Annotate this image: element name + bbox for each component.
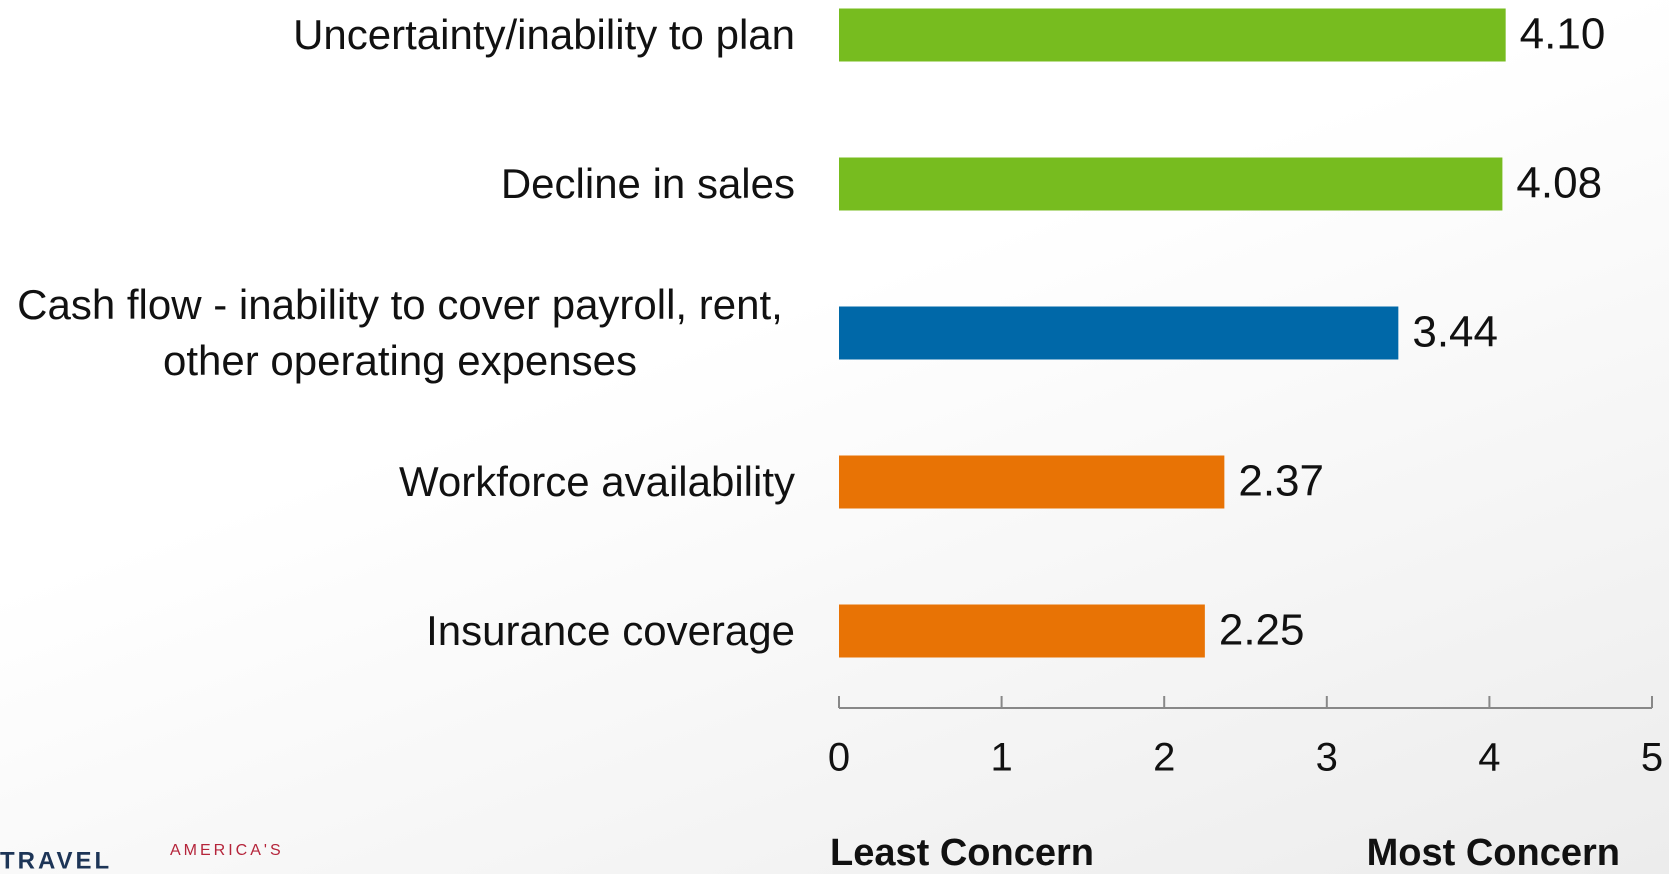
value-label: 4.08 — [1516, 159, 1602, 208]
value-label: 2.37 — [1238, 457, 1324, 506]
x-tick-label: 3 — [1316, 736, 1338, 780]
x-tick-label: 1 — [990, 736, 1012, 780]
value-label: 3.44 — [1412, 308, 1498, 357]
category-label: Insurance coverage — [426, 607, 795, 654]
category-label: Cash flow - inability to cover payroll, … — [17, 281, 783, 384]
bar — [839, 8, 1506, 62]
bar — [839, 455, 1225, 509]
category-label-box: Uncertainty/inability to plan — [0, 7, 795, 63]
x-tick-label: 0 — [828, 736, 850, 780]
category-label-box: Workforce availability — [0, 454, 795, 510]
category-label-box: Insurance coverage — [0, 603, 795, 659]
category-label: Workforce availability — [398, 458, 795, 505]
bar — [839, 604, 1205, 658]
axis-min-label: Least Concern — [830, 832, 1094, 874]
category-label: Uncertainty/inability to plan — [293, 11, 795, 58]
x-tick-label: 2 — [1153, 736, 1175, 780]
x-tick-label: 5 — [1641, 736, 1663, 780]
category-label-box: Decline in sales — [0, 156, 795, 212]
bar — [839, 306, 1399, 360]
x-tick-label: 4 — [1478, 736, 1500, 780]
logo-text: TRAVEL — [0, 847, 112, 874]
value-label: 2.25 — [1219, 606, 1305, 655]
axis-max-label: Most Concern — [1367, 832, 1620, 874]
bar — [839, 157, 1503, 211]
category-label: Decline in sales — [500, 160, 795, 207]
value-label: 4.10 — [1520, 10, 1606, 59]
logo-text: AMERICA'S — [170, 842, 284, 859]
category-label-box: Cash flow - inability to cover payroll, … — [0, 277, 795, 389]
